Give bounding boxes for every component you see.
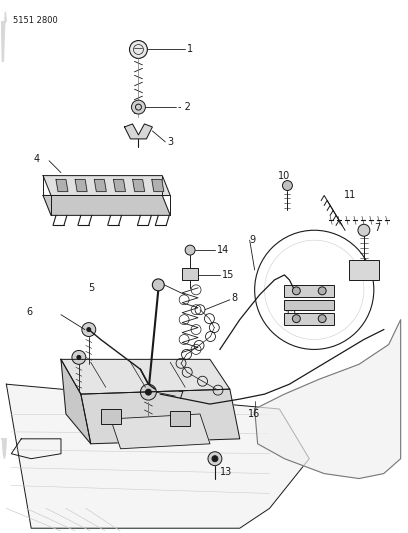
Circle shape bbox=[72, 350, 86, 365]
Polygon shape bbox=[255, 320, 401, 479]
Bar bbox=[284, 313, 334, 325]
Text: 13: 13 bbox=[220, 466, 232, 477]
Circle shape bbox=[212, 456, 218, 462]
Polygon shape bbox=[81, 389, 240, 444]
Polygon shape bbox=[1, 12, 7, 61]
Polygon shape bbox=[124, 124, 152, 139]
Text: 1: 1 bbox=[187, 44, 193, 54]
Polygon shape bbox=[43, 196, 170, 215]
Circle shape bbox=[131, 100, 145, 114]
Text: 4: 4 bbox=[33, 154, 39, 164]
Circle shape bbox=[185, 245, 195, 255]
Circle shape bbox=[87, 328, 91, 332]
Polygon shape bbox=[61, 359, 91, 444]
Circle shape bbox=[293, 314, 300, 322]
Circle shape bbox=[318, 287, 326, 295]
Polygon shape bbox=[113, 180, 125, 191]
Bar bbox=[170, 411, 190, 426]
Polygon shape bbox=[1, 439, 7, 459]
Polygon shape bbox=[94, 180, 106, 191]
Circle shape bbox=[208, 452, 222, 466]
Text: 6: 6 bbox=[26, 306, 32, 317]
Circle shape bbox=[152, 279, 164, 291]
Text: 8: 8 bbox=[232, 293, 238, 303]
Circle shape bbox=[140, 384, 156, 400]
Text: 14: 14 bbox=[217, 245, 229, 255]
Text: 16: 16 bbox=[248, 409, 260, 419]
Text: 15: 15 bbox=[222, 270, 234, 280]
Text: - 2: - 2 bbox=[178, 102, 191, 112]
Polygon shape bbox=[133, 180, 144, 191]
Bar bbox=[284, 300, 334, 310]
Polygon shape bbox=[61, 359, 230, 394]
Polygon shape bbox=[152, 180, 164, 191]
Circle shape bbox=[282, 181, 293, 190]
Circle shape bbox=[145, 389, 151, 395]
Circle shape bbox=[293, 287, 300, 295]
Polygon shape bbox=[43, 175, 170, 196]
Circle shape bbox=[318, 314, 326, 322]
Polygon shape bbox=[56, 180, 68, 191]
Polygon shape bbox=[111, 414, 210, 449]
Text: 5151 2800: 5151 2800 bbox=[13, 15, 58, 25]
Text: 7: 7 bbox=[374, 223, 380, 233]
Text: 7: 7 bbox=[177, 391, 184, 401]
Bar bbox=[182, 268, 198, 280]
Circle shape bbox=[129, 41, 147, 59]
Text: 11: 11 bbox=[344, 190, 356, 200]
Text: 3: 3 bbox=[167, 137, 173, 147]
Circle shape bbox=[358, 224, 370, 236]
Text: 9: 9 bbox=[250, 235, 256, 245]
Polygon shape bbox=[75, 180, 87, 191]
Circle shape bbox=[77, 356, 81, 359]
Bar bbox=[101, 409, 121, 424]
Text: 12: 12 bbox=[286, 310, 298, 320]
Bar bbox=[349, 260, 379, 280]
Text: 5: 5 bbox=[88, 283, 94, 293]
Text: 10: 10 bbox=[277, 171, 290, 181]
Circle shape bbox=[82, 322, 96, 336]
Polygon shape bbox=[7, 384, 309, 528]
Bar bbox=[284, 285, 334, 297]
